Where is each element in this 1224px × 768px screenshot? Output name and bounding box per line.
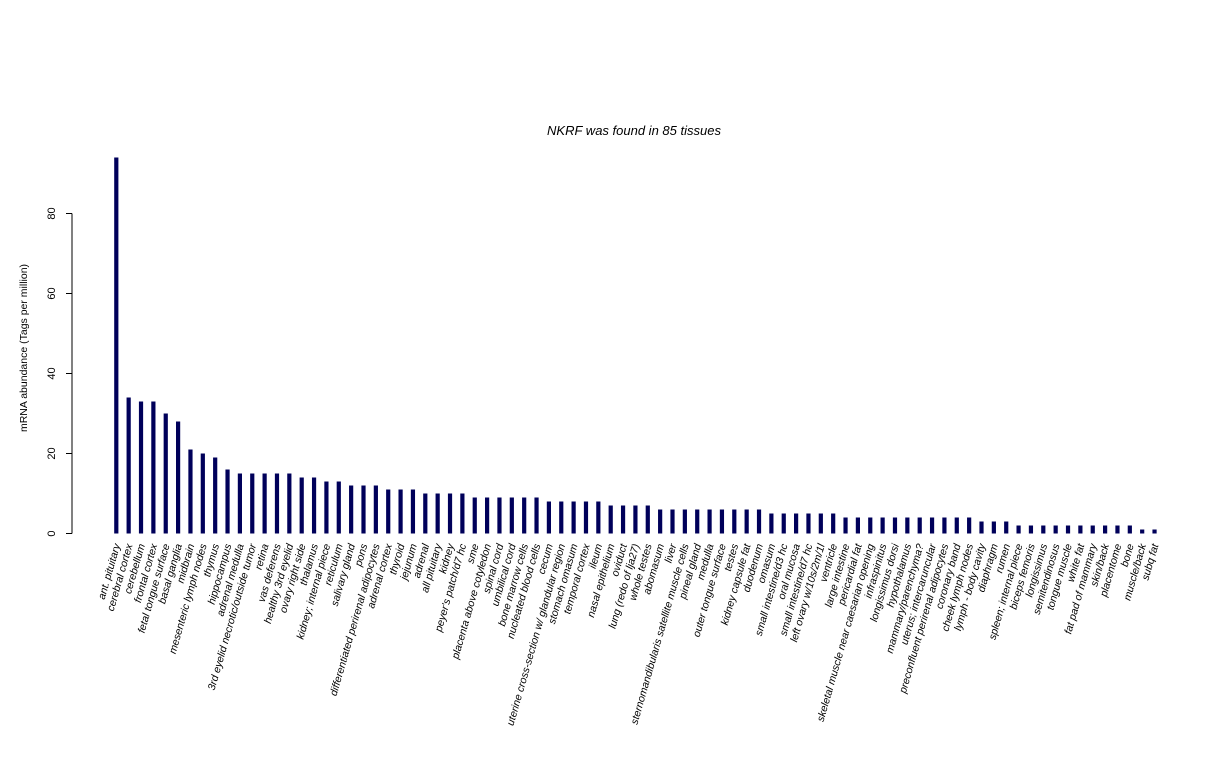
bar: [336, 481, 341, 534]
bar: [707, 509, 712, 534]
bar: [373, 485, 378, 534]
bar: [410, 489, 416, 534]
bar: [1127, 525, 1132, 534]
bar: [719, 509, 725, 534]
bar: [620, 505, 626, 534]
bar: [892, 517, 898, 534]
bar: [274, 473, 280, 534]
bar: [905, 517, 910, 534]
y-tick-label: 80: [46, 207, 58, 219]
bar: [880, 517, 885, 534]
bar: [349, 485, 354, 534]
bar: [1016, 525, 1021, 534]
bar: [534, 497, 539, 534]
bar: [583, 501, 589, 534]
bar: [423, 493, 428, 534]
bar: [756, 509, 762, 534]
bar: [781, 513, 786, 534]
bar: [546, 501, 551, 534]
bar: [522, 497, 527, 534]
bar: [855, 517, 860, 534]
bar: [200, 453, 205, 534]
bar: [744, 509, 749, 534]
bar: [1103, 525, 1108, 534]
bar: [447, 493, 453, 534]
bar: [250, 473, 255, 534]
bar: [176, 421, 181, 534]
bar: [818, 513, 823, 534]
bar: [151, 401, 156, 534]
bar: [831, 513, 836, 534]
bar: [435, 493, 440, 534]
bar: [1078, 525, 1083, 534]
bar: [954, 517, 959, 534]
x-tick-label: sme: [465, 542, 482, 565]
y-tick-label: 40: [46, 367, 58, 379]
bar: [1115, 525, 1120, 534]
bar: [509, 497, 514, 534]
bar: [929, 517, 935, 534]
bar: [213, 457, 218, 534]
bar: [979, 521, 984, 534]
bar: [497, 497, 502, 534]
bar: [633, 505, 638, 534]
bar: [571, 501, 576, 534]
bar: [769, 513, 774, 534]
bar: [1065, 525, 1071, 534]
bar: [608, 505, 613, 534]
bar: [324, 481, 329, 534]
bar: [299, 477, 304, 534]
bar: [695, 509, 700, 534]
bar: [188, 449, 193, 534]
bar: [806, 513, 811, 534]
bar: [645, 505, 650, 534]
bar: [311, 477, 317, 534]
bar: [682, 509, 687, 534]
bar: [225, 469, 230, 534]
bar: [386, 489, 391, 534]
bar: [262, 473, 267, 534]
bar: [460, 493, 465, 534]
bar: [1053, 525, 1058, 534]
y-axis-label: mRNA abundance (Tags per million): [18, 264, 30, 432]
bar: [917, 517, 922, 534]
bar: [138, 401, 144, 534]
chart-title: NKRF was found in 85 tissues: [547, 123, 721, 138]
bar: [991, 521, 996, 534]
bar: [1028, 525, 1034, 534]
bar: [361, 485, 366, 534]
bar: [1004, 521, 1009, 534]
y-tick-label: 0: [46, 530, 58, 536]
bar: [472, 497, 477, 534]
bar: [868, 517, 873, 534]
bar: [670, 509, 675, 534]
bar: [732, 509, 737, 534]
bar: [126, 397, 131, 534]
bar: [942, 517, 947, 534]
y-tick-label: 20: [46, 447, 58, 459]
bar: [287, 473, 292, 534]
bar: [596, 501, 601, 534]
y-axis: 0 20 40 60 80: [46, 207, 73, 537]
bar: [163, 413, 168, 534]
bar: [114, 157, 119, 534]
bar: [1090, 525, 1095, 534]
bar: [794, 513, 799, 534]
bar: [1152, 529, 1157, 534]
bar: [967, 517, 972, 534]
bar: [485, 497, 490, 534]
y-tick-label: 60: [46, 287, 58, 299]
bars-group: [114, 157, 1157, 534]
bar: [658, 509, 663, 534]
bar: [559, 501, 564, 534]
bar: [843, 517, 848, 534]
bar: [398, 489, 403, 534]
x-tick-label: liver: [663, 542, 680, 564]
bar: [237, 473, 242, 534]
bar: [1041, 525, 1046, 534]
bar: [1140, 529, 1145, 534]
